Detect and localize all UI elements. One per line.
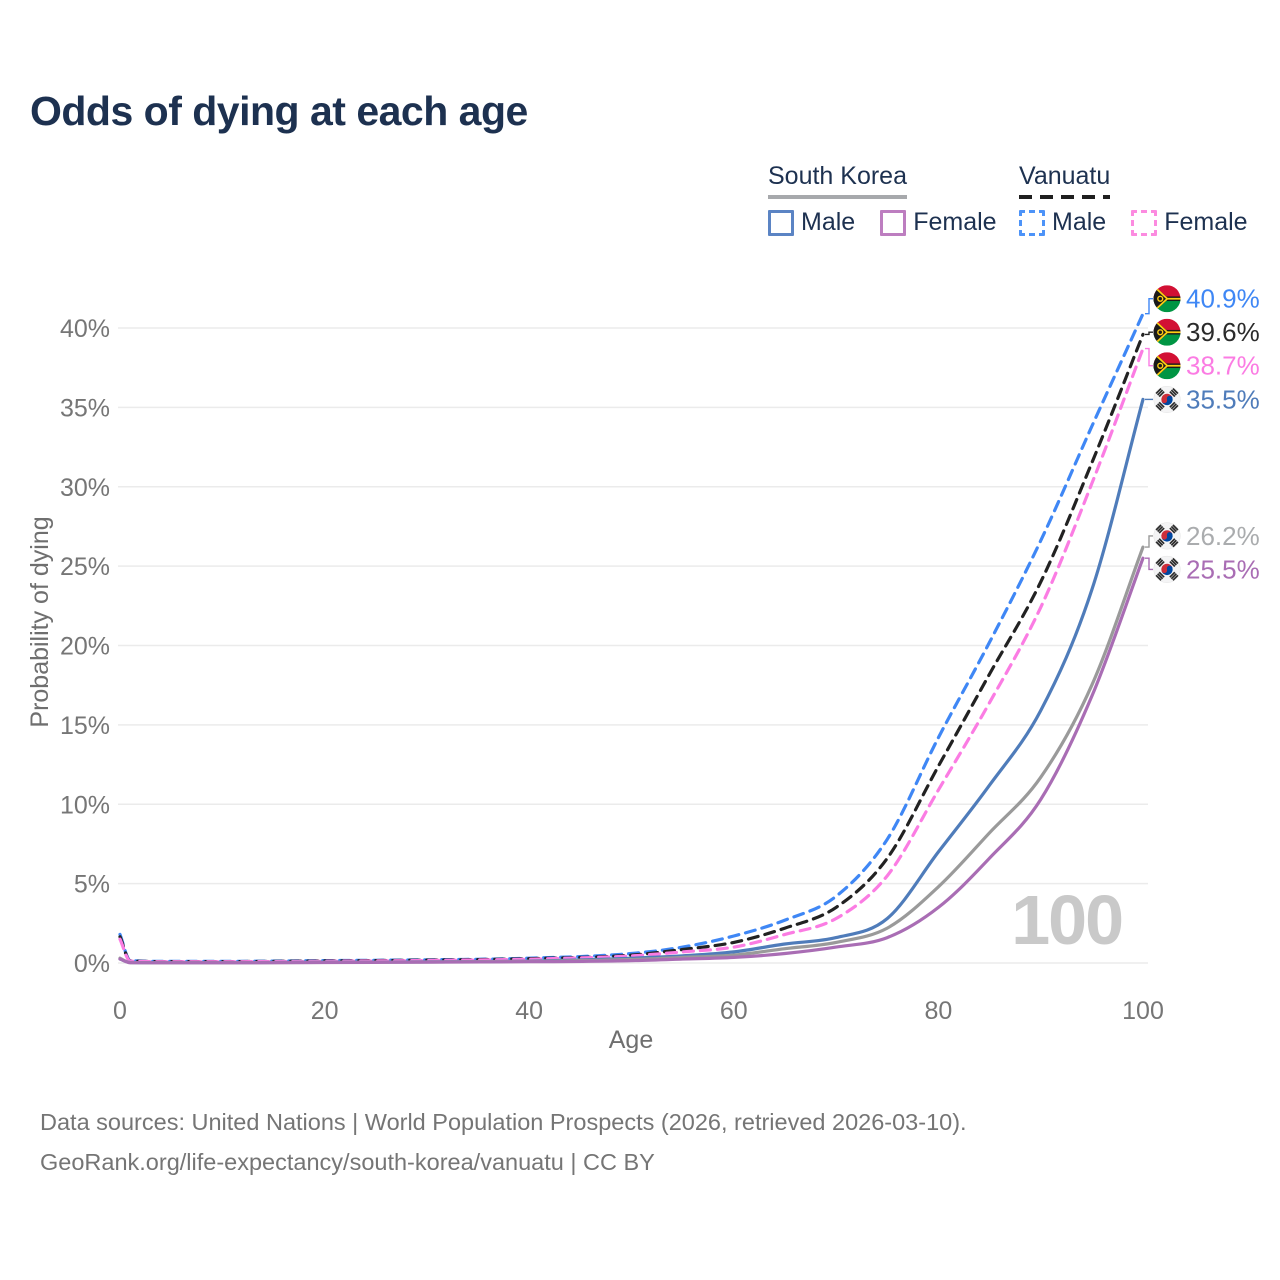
legend-group-title: Vanuatu bbox=[1019, 162, 1111, 190]
end-value-label-south-korea-male: 35.5% bbox=[1186, 384, 1260, 414]
y-tick-label: 5% bbox=[74, 871, 110, 899]
flag-icon-vu bbox=[1153, 318, 1181, 346]
series-lines bbox=[118, 312, 1145, 965]
legend-item-label: Male bbox=[801, 208, 856, 236]
footer: Data sources: United Nations | World Pop… bbox=[40, 1102, 967, 1182]
plot-area[interactable] bbox=[120, 285, 1145, 965]
y-tick-label: 25% bbox=[60, 553, 110, 581]
y-tick-label: 40% bbox=[60, 315, 110, 343]
legend-group-header: South Korea bbox=[768, 162, 907, 208]
footer-data-sources: Data sources: United Nations | World Pop… bbox=[40, 1109, 967, 1135]
x-tick-label: 100 bbox=[1122, 997, 1164, 1025]
flag-icon-vu bbox=[1153, 285, 1181, 313]
end-value-label-vanuatu-female: 38.7% bbox=[1186, 351, 1260, 381]
legend-swatch-icon[interactable] bbox=[880, 209, 907, 236]
legend-item-south-korea-female[interactable]: Female bbox=[880, 208, 997, 237]
gridlines: 0% 5% 10% 15% 20% 25% 30% 35% 40% bbox=[60, 315, 1148, 978]
legend-swatch-icon[interactable] bbox=[1131, 209, 1158, 236]
legend-group-header: Vanuatu bbox=[1019, 162, 1111, 208]
legend-item-vanuatu-male[interactable]: Male bbox=[1019, 208, 1106, 237]
end-value-label-vanuatu-male: 40.9% bbox=[1186, 284, 1260, 314]
end-label-connector bbox=[1145, 535, 1153, 548]
legend-swatch-icon[interactable] bbox=[768, 209, 794, 236]
page-title: Odds of dying at each age bbox=[30, 88, 528, 134]
footer-attribution: GeoRank.org/life-expectancy/south-korea/… bbox=[40, 1149, 655, 1175]
y-tick-label: 35% bbox=[60, 394, 110, 422]
x-tick-label: 80 bbox=[924, 997, 952, 1025]
flag-icon-kr bbox=[1153, 555, 1181, 583]
x-axis-ticks: 0 20 40 60 80 100 bbox=[113, 997, 1164, 1025]
y-tick-label: 10% bbox=[60, 791, 110, 819]
x-tick-label: 0 bbox=[113, 997, 127, 1025]
end-label-connector bbox=[1145, 331, 1153, 336]
legend-underline-solid bbox=[768, 195, 907, 199]
y-tick-label: 15% bbox=[60, 712, 110, 740]
legend-item-label: Male bbox=[1052, 208, 1107, 236]
legend-swatch-icon[interactable] bbox=[1019, 209, 1045, 236]
y-tick-label: 20% bbox=[60, 633, 110, 661]
legend-item-south-korea-male[interactable]: Male bbox=[768, 208, 855, 237]
legend-group-south-korea: South Korea Male Female bbox=[768, 162, 997, 237]
x-axis-title: Age bbox=[609, 1026, 653, 1054]
legend-item-label: Female bbox=[1164, 208, 1248, 236]
flag-icon-kr bbox=[1153, 522, 1181, 550]
hover-age-watermark: 100 bbox=[1011, 881, 1122, 959]
legend: South Korea Male Female Vanuatu Male bbox=[0, 162, 1280, 242]
end-value-label-south-korea-both-sexes: 26.2% bbox=[1186, 521, 1260, 551]
x-tick-label: 60 bbox=[720, 997, 748, 1025]
legend-item-vanuatu-female[interactable]: Female bbox=[1131, 208, 1248, 237]
legend-group-vanuatu: Vanuatu Male Female bbox=[1019, 162, 1248, 237]
end-value-label-south-korea-female: 25.5% bbox=[1186, 554, 1260, 584]
series-end-labels: 40.9%39.6% 38.7%35.5% 26.2%25.5% bbox=[1145, 284, 1260, 584]
legend-item-label: Female bbox=[913, 208, 997, 236]
y-axis-title: Probability of dying bbox=[26, 516, 54, 727]
end-label-connector bbox=[1145, 557, 1153, 571]
legend-group-title: South Korea bbox=[768, 162, 907, 190]
end-value-label-vanuatu-both-sexes: 39.6% bbox=[1186, 317, 1260, 347]
y-tick-label: 30% bbox=[60, 474, 110, 502]
end-label-connector bbox=[1145, 298, 1153, 315]
end-label-connector bbox=[1145, 347, 1153, 367]
legend-underline-dashed bbox=[1019, 195, 1111, 199]
y-tick-label: 0% bbox=[74, 950, 110, 978]
flag-icon-vu bbox=[1153, 352, 1181, 380]
x-tick-label: 20 bbox=[311, 997, 339, 1025]
series-line-south-korea-female[interactable] bbox=[118, 556, 1145, 965]
x-tick-label: 40 bbox=[515, 997, 543, 1025]
flag-icon-kr bbox=[1153, 385, 1181, 413]
